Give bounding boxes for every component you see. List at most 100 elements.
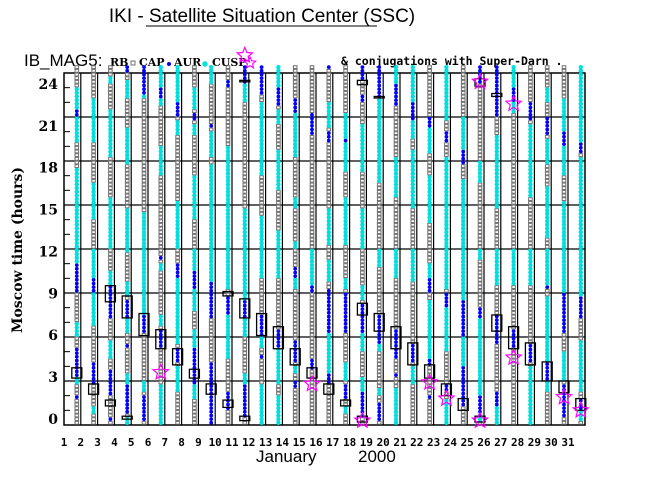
aur-asterisk [192,94,197,99]
aur-asterisk [410,130,415,136]
aur-asterisk [276,229,281,235]
aur-asterisk [477,350,483,356]
aur-asterisk [91,266,96,271]
rb-square [343,259,348,264]
rb-square [175,413,180,418]
aur-asterisk [343,211,348,216]
rb-square [376,274,382,279]
cap-dot [377,72,382,77]
cap-dot [192,112,197,117]
rb-square [427,420,432,425]
rb-square [511,208,516,213]
aur-asterisk [494,193,499,198]
cap-dot [209,292,214,297]
aur-asterisk [309,251,315,257]
rb-square [544,72,550,77]
cap-dot [360,391,365,396]
rb-square [158,380,164,385]
rb-square [91,398,96,403]
aur-asterisk [225,314,231,319]
aur-asterisk [125,292,130,297]
rb-square [343,252,348,257]
rb-square [410,329,416,334]
rb-square [309,406,315,411]
aur-asterisk [578,383,583,389]
cap-dot [427,123,432,128]
aur-asterisk [393,270,399,275]
aur-asterisk [393,259,399,264]
aur-asterisk [494,200,499,205]
aur-asterisk [91,116,96,121]
cap-dot [226,395,230,400]
cusp-star [571,400,590,419]
rb-square [158,211,164,216]
rb-square [410,142,416,147]
aur-asterisk [192,200,197,205]
aur-asterisk [74,226,79,231]
rb-square [561,87,567,92]
cap-dot [242,65,247,70]
cap-dot [326,329,331,334]
aur-asterisk [141,306,147,312]
cap-dot [276,90,281,95]
aur-asterisk [225,145,231,150]
rb-square [192,398,197,403]
rb-square [427,112,432,117]
aur-asterisk [108,75,113,81]
aur-asterisk [494,196,499,202]
cap-dot [91,288,96,293]
cap-dot [293,266,298,271]
rb-square [74,153,80,158]
aur-asterisk [360,123,365,128]
aur-asterisk [326,211,331,216]
aur-asterisk [444,90,449,95]
aur-asterisk [242,317,247,323]
rb-square [124,347,130,352]
day-label: 27 [494,436,507,449]
aur-asterisk [377,152,382,158]
rb-square [410,296,416,301]
rb-square [477,200,483,205]
aur-asterisk [209,222,214,227]
rb-square [309,244,315,249]
cap-dot [360,94,365,99]
aur-asterisk [158,416,163,422]
rb-square [175,156,180,161]
rb-square [292,94,298,99]
aur-asterisk [545,336,550,341]
cap-dot [209,417,214,422]
aur-asterisk [377,391,382,396]
cap-dot [310,288,314,293]
rb-square [158,237,164,242]
cap-dot [562,296,566,301]
rb-square [528,244,533,249]
aur-asterisk [209,266,214,271]
conjugation-box [171,348,184,366]
rb-square [393,285,399,290]
aur-asterisk [477,171,483,176]
cap-dot [310,362,314,367]
aur-asterisk [444,94,449,99]
rb-square [494,131,500,136]
aur-asterisk [74,127,79,132]
cap-dot [91,362,96,367]
rb-square [91,233,96,238]
rb-square [292,402,298,407]
cap-dot [175,358,180,363]
rb-square [141,134,147,139]
aur-asterisk [192,336,197,341]
aur-asterisk [175,295,180,301]
aur-asterisk [578,86,583,92]
rb-square [74,391,80,396]
cap-dot [209,373,214,378]
cap-dot [209,303,214,308]
aur-asterisk [360,380,365,385]
rb-square [376,189,382,194]
rb-square [242,347,248,352]
plot-frame [63,72,586,426]
aur-asterisk [125,321,130,326]
aur-asterisk [444,83,449,88]
rb-square [511,186,516,191]
cap-dot [461,387,466,392]
rb-square [141,167,147,172]
